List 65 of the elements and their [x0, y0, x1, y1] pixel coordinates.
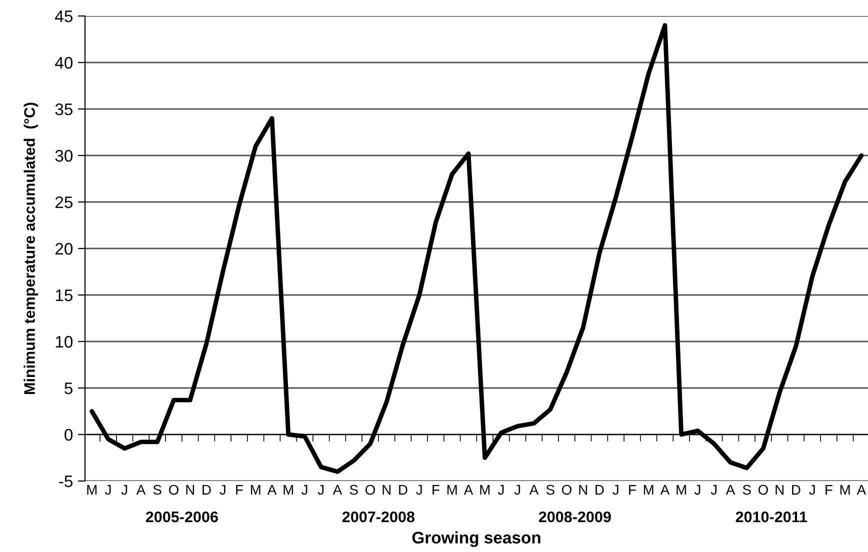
x-tick-label: S	[742, 484, 751, 495]
x-tick-label: J	[809, 485, 815, 495]
x-tick-label: F	[826, 485, 832, 495]
x-tick-label: A	[267, 485, 277, 495]
x-tick-label: O	[562, 484, 572, 495]
y-axis-title: Minimum temperature accumulated (°C)	[24, 102, 38, 394]
text: 2010-2011	[736, 511, 808, 522]
x-tick-label: J	[514, 485, 520, 495]
x-tick-label: M	[447, 485, 457, 495]
x-tick-label: J	[121, 485, 128, 495]
text: 2008-2009	[538, 511, 611, 522]
x-tick-label: M	[644, 485, 654, 495]
x-tick-label: J	[318, 485, 324, 495]
x-tick-label: A	[529, 485, 539, 495]
x-tick-label: J	[694, 485, 700, 495]
x-tick-label: M	[480, 485, 490, 495]
x-tick-label: A	[856, 485, 866, 495]
x-tick-label: A	[464, 485, 474, 495]
x-tick-label: M	[840, 485, 850, 495]
x-tick-label: A	[726, 485, 736, 495]
text: 2007-2008	[342, 511, 414, 522]
y-tick-label: 5	[64, 382, 72, 394]
x-tick-label: D	[596, 485, 604, 495]
x-tick-label: A	[660, 485, 670, 495]
y-tick-label: -5	[59, 476, 72, 488]
x-tick-label: A	[136, 485, 146, 495]
y-tick-label: 25	[55, 196, 72, 208]
x-tick-label: N	[382, 485, 390, 495]
x-tick-label: F	[629, 485, 636, 495]
x-tick-label: J	[416, 485, 422, 495]
x-tick-label: O	[365, 484, 375, 495]
x-tick-label: N	[186, 485, 194, 495]
x-tick-label: J	[104, 485, 111, 495]
x-tick-label: J	[612, 485, 618, 495]
x-tick-label: S	[153, 484, 162, 495]
x-tick-label: N	[579, 485, 587, 495]
x-tick-label: O	[758, 484, 768, 495]
x-tick-label: A	[332, 485, 342, 495]
x-tick-label: M	[284, 485, 294, 495]
y-tick-label: 0	[64, 428, 73, 441]
x-axis-title: Growing season	[412, 531, 540, 547]
y-tick-label: 20	[55, 242, 73, 255]
y-tick-label: 35	[55, 103, 72, 116]
x-tick-label: J	[301, 485, 308, 495]
x-tick-label: D	[792, 485, 800, 495]
x-tick-label: F	[432, 485, 440, 495]
x-tick-label: N	[776, 485, 784, 495]
y-tick-label: 40	[55, 56, 73, 69]
y-tick-label: 45	[55, 10, 72, 22]
x-tick-label: M	[250, 485, 260, 495]
x-tick-label: J	[710, 485, 717, 495]
y-tick-label: 10	[56, 336, 73, 348]
x-tick-label: S	[546, 484, 554, 495]
y-tick-label: 15	[56, 290, 72, 302]
x-tick-label: O	[169, 484, 178, 495]
x-tick-label: S	[350, 484, 358, 495]
x-tick-label: D	[399, 485, 408, 495]
x-tick-label: M	[676, 485, 686, 495]
text: 2005-2006	[146, 511, 218, 522]
x-tick-label: J	[498, 485, 504, 495]
x-tick-label: J	[220, 485, 226, 495]
y-tick-label: 30	[55, 150, 73, 162]
x-tick-label: F	[236, 485, 243, 495]
x-tick-label: M	[87, 485, 97, 495]
x-tick-label: D	[202, 485, 211, 495]
